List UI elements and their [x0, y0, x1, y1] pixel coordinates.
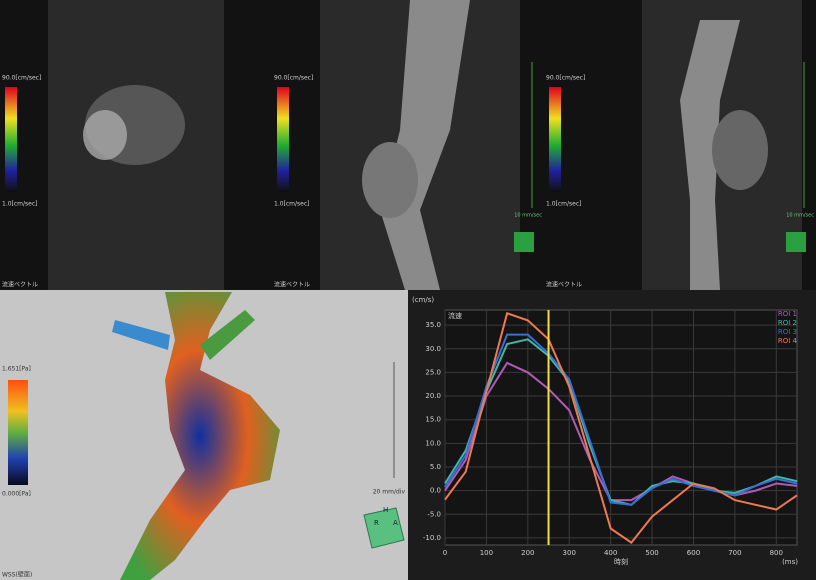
color-max-label: 90.0[cm/sec] — [546, 75, 585, 82]
orientation-cube — [514, 232, 534, 252]
wss-min-label: 0.000[Pa] — [2, 491, 31, 498]
y-tick-label: 25.0 — [425, 368, 441, 376]
panel-caption: 流速ベクトル — [2, 281, 38, 289]
x-tick-label: 700 — [728, 549, 741, 557]
y-tick-label: 30.0 — [425, 345, 441, 353]
wss-max-label: 1.651[Pa] — [2, 366, 31, 373]
legend-entry: ROI 2 — [778, 319, 797, 327]
scale-label: 10 mm/sec — [514, 213, 542, 219]
panel-1 — [0, 0, 272, 290]
y-tick-label: 15.0 — [425, 416, 441, 424]
y-tick-label: 20.0 — [425, 392, 441, 400]
color-min-label: 1.0[cm/sec] — [546, 201, 582, 208]
color-bar — [549, 87, 561, 192]
legend-entry: ROI 3 — [778, 328, 797, 336]
panel-caption: 流速ベクトル — [546, 281, 582, 289]
color-max-label: 90.0[cm/sec] — [2, 75, 41, 82]
color-max-label: 90.0[cm/sec] — [274, 75, 313, 82]
y-tick-label: 10.0 — [425, 439, 441, 447]
scale-label: 10 mm/sec — [786, 213, 814, 219]
y-tick-label: 0.0 — [430, 487, 441, 495]
x-tick-label: 600 — [687, 549, 700, 557]
color-bar — [5, 87, 17, 192]
x-tick-label: 0 — [443, 549, 447, 557]
cube-letter: A — [393, 519, 398, 527]
y-tick-label: -10.0 — [423, 534, 441, 542]
legend-entry: ROI 1 — [778, 310, 797, 318]
x-axis-label: 時刻 — [614, 557, 628, 566]
x-tick-label: 400 — [604, 549, 617, 557]
color-min-label: 1.0[cm/sec] — [274, 201, 310, 208]
legend-entry: ROI 4 — [778, 337, 798, 345]
wss-view — [0, 290, 408, 580]
y-tick-label: -5.0 — [427, 510, 441, 518]
x-tick-label: 200 — [521, 549, 534, 557]
x-tick-label: 500 — [645, 549, 658, 557]
x-tick-label: 300 — [563, 549, 576, 557]
color-min-label: 1.0[cm/sec] — [2, 201, 38, 208]
orientation-cube — [786, 232, 806, 252]
chart-annotation: 流速 — [448, 311, 462, 320]
series-line — [444, 333, 798, 506]
x-axis-unit: (ms) — [782, 558, 798, 566]
wss-scale: 20 mm/div — [373, 489, 406, 496]
wss-caption: WSS(壁面) — [2, 571, 32, 579]
panel-caption: 流速ベクトル — [274, 281, 310, 289]
y-tick-label: 35.0 — [425, 321, 441, 329]
cube-letter: R — [374, 519, 379, 527]
y-axis-label: (cm/s) — [412, 296, 434, 304]
color-bar — [277, 87, 289, 192]
cube-letter: H — [383, 506, 388, 514]
panel-3 — [544, 0, 816, 290]
series-line — [444, 312, 798, 544]
x-tick-label: 800 — [770, 549, 783, 557]
y-tick-label: 5.0 — [430, 463, 441, 471]
series-line — [444, 338, 798, 506]
panel-2 — [272, 0, 544, 290]
x-tick-label: 100 — [480, 549, 493, 557]
